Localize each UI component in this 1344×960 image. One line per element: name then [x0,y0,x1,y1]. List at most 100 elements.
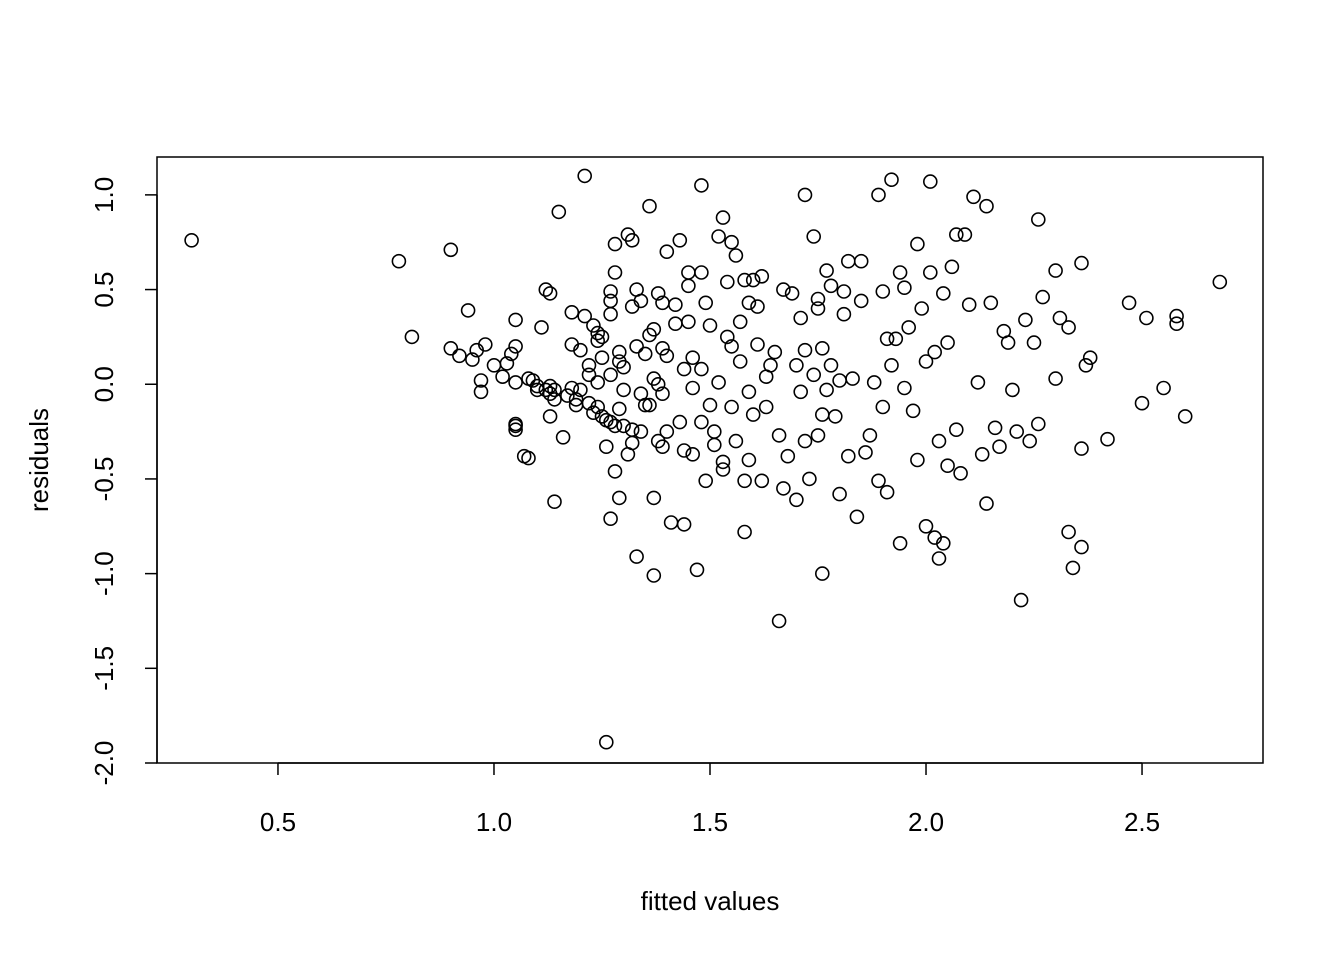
data-point [931,433,947,449]
data-point [1031,212,1046,227]
data-point [668,316,683,332]
data-point [577,308,593,324]
data-point [953,465,968,481]
data-point [391,253,407,269]
data-point [1156,380,1171,396]
data-point [1100,431,1115,447]
data-point [573,382,588,398]
data-point [685,350,701,366]
data-point [724,399,739,415]
data-point [603,306,618,322]
data-point [663,515,679,530]
data-point [814,566,830,581]
data-point [594,350,610,366]
data-point [443,242,459,258]
data-point [629,549,644,564]
data-point [538,282,554,297]
data-point [1078,357,1094,373]
data-point [840,448,856,464]
y-tick-label: 0.5 [89,271,119,307]
data-point [1082,350,1098,366]
data-point [940,335,955,350]
data-point [875,399,891,415]
data-point [508,339,523,354]
data-point [698,473,714,489]
data-point [944,259,960,275]
data-point [901,320,917,335]
x-axis-title: fitted values [641,886,780,916]
data-point [793,310,809,326]
data-point [1177,409,1193,424]
data-point [918,354,934,369]
data-point [1018,312,1033,328]
data-point [538,382,554,398]
data-point [452,348,467,364]
data-point [603,284,618,299]
plot-frame [156,156,1264,764]
data-point [508,422,523,438]
data-point [1013,592,1029,608]
data-point [590,375,606,390]
data-point [590,333,606,349]
data-point [879,331,895,347]
data-point [810,428,826,443]
data-point [1026,335,1042,350]
data-point [646,321,662,337]
data-point [802,471,817,487]
data-point [763,357,778,373]
data-point [931,551,947,566]
data-point [845,371,860,386]
data-point [573,342,588,358]
data-point [672,233,688,248]
data-point [637,346,653,362]
data-point [404,329,420,345]
data-point [702,318,718,333]
data-point [987,420,1003,436]
data-point [542,409,558,424]
data-point [1052,310,1068,326]
data-point [443,340,459,356]
data-point [560,388,575,403]
data-point [853,253,869,269]
data-point [616,382,631,398]
data-point [797,433,813,449]
data-point [957,227,973,242]
data-point [685,380,701,396]
data-point [758,399,774,415]
data-point [745,407,761,422]
y-tick-label: -0.5 [89,457,119,502]
data-point [983,295,999,311]
data-point [789,357,804,373]
data-point [741,384,757,400]
data-point [750,299,765,314]
data-point [650,286,666,301]
data-point [948,227,964,242]
data-point [685,446,701,462]
data-point [1169,316,1184,332]
x-tick-label: 2.0 [908,807,944,837]
data-point [814,340,830,356]
data-point [594,329,610,345]
data-point [689,562,705,578]
data-point [728,433,744,449]
data-point [698,295,714,311]
data-point [737,524,752,540]
data-point [741,295,757,311]
data-point [1000,335,1016,350]
data-point [914,301,930,316]
data-point [659,424,675,439]
data-point [611,401,627,417]
y-tick-label: -2.0 [89,741,119,786]
data-point [629,339,644,354]
data-point [1169,308,1184,324]
data-point [676,443,692,458]
data-point [681,314,696,330]
y-tick-label: 0.0 [89,366,119,402]
data-point [577,168,593,184]
data-point [910,452,925,468]
data-point [633,424,649,439]
data-point [547,392,562,407]
data-point [603,414,618,430]
data-point [745,272,761,288]
